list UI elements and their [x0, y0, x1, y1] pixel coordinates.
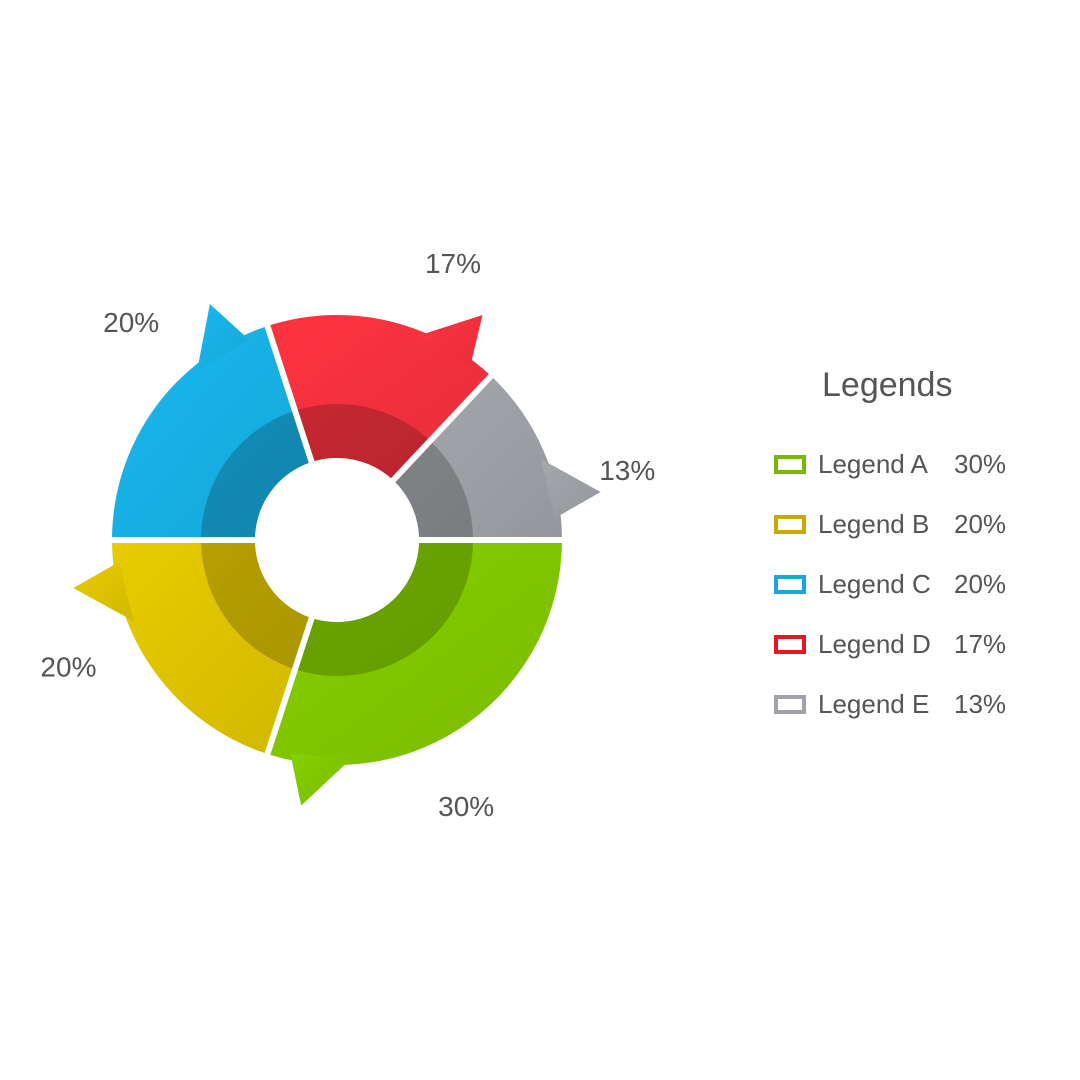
- legend-item-legend-b: Legend B 20%: [760, 494, 1060, 554]
- slice-outer-3: [270, 315, 489, 479]
- slice-outer-2: [112, 326, 309, 538]
- legend-title: Legends: [822, 366, 953, 404]
- slice-inner-band-2: [201, 411, 309, 538]
- slice-inner-band-4: [395, 442, 473, 538]
- legend-item-legend-a: Legend A 30%: [760, 434, 1060, 494]
- slice-inner-band-0: [297, 542, 473, 676]
- legend-item-legend-d: Legend D 17%: [760, 614, 1060, 674]
- legend-value: 20%: [954, 568, 1007, 599]
- legend-item-legend-c: Legend C 20%: [760, 554, 1060, 614]
- data-label-legend-e: 13%: [599, 455, 655, 486]
- slice-arrow-4: [540, 458, 601, 519]
- slice-legend-e: [395, 378, 601, 538]
- legend-swatch: [774, 514, 806, 534]
- slice-legend-b: [73, 542, 309, 754]
- data-label-legend-d: 17%: [425, 248, 481, 279]
- slice-arrow-1: [73, 561, 134, 622]
- data-label-legend-c: 20%: [103, 307, 159, 338]
- legend-value: 20%: [954, 508, 1007, 539]
- slice-arrow-0: [290, 753, 352, 806]
- slice-arrow-2: [196, 304, 249, 372]
- data-label-legend-b: 20%: [40, 652, 96, 683]
- legend-swatch: [774, 694, 806, 714]
- donut-hole: [255, 458, 419, 622]
- slice-outer-4: [395, 378, 562, 538]
- slice-outer-1: [112, 542, 309, 754]
- slice-arrow-3: [417, 314, 483, 367]
- legend-label: Legend B: [818, 508, 930, 539]
- legend-swatch: [774, 454, 806, 474]
- legend-value: 13%: [954, 688, 1007, 719]
- legend-label: Legend C: [818, 568, 931, 599]
- legend-label: Legend E: [818, 688, 930, 719]
- legend-label: Legend A: [818, 448, 928, 479]
- data-label-legend-a: 30%: [438, 791, 494, 822]
- slice-inner-band-3: [297, 403, 428, 479]
- legend-swatch: [774, 574, 806, 594]
- slice-inner-band-1: [201, 542, 309, 669]
- legend: Legends Legend A 30% Legend B 20% Legend C 20…: [760, 360, 1060, 734]
- slice-legend-c: [112, 304, 309, 538]
- slice-outer-0: [270, 542, 562, 765]
- legend-swatch: [774, 634, 806, 654]
- legend-label: Legend D: [818, 628, 931, 659]
- slice-legend-d: [270, 314, 489, 479]
- legend-value: 30%: [954, 448, 1007, 479]
- slice-legend-a: [270, 542, 562, 806]
- legend-value: 17%: [954, 628, 1007, 659]
- legend-item-legend-e: Legend E 13%: [760, 674, 1060, 734]
